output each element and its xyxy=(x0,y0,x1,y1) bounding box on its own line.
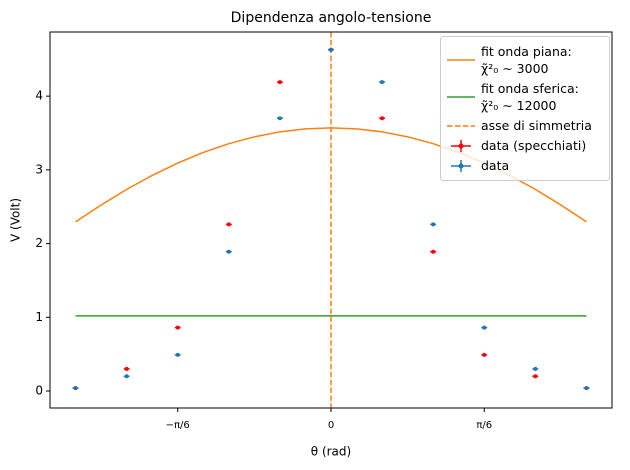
marker xyxy=(175,352,180,357)
x-tick-label: −π/6 xyxy=(166,420,190,431)
marker xyxy=(482,352,487,357)
data-point xyxy=(379,80,386,85)
legend-handle xyxy=(447,59,475,61)
legend-label: fit onda sferica: χ̃²₀ ∼ 12000 xyxy=(481,81,579,113)
data-point xyxy=(72,386,79,391)
data-point xyxy=(225,222,232,227)
y-tick-label: 3 xyxy=(35,162,43,176)
marker xyxy=(380,116,385,121)
legend-handle xyxy=(451,139,471,152)
data-point xyxy=(430,249,437,254)
marker xyxy=(277,80,282,85)
marker xyxy=(226,222,231,227)
legend-entry: fit onda sferica: χ̃²₀ ∼ 12000 xyxy=(441,80,609,114)
marker xyxy=(533,374,538,379)
marker xyxy=(175,325,180,330)
marker xyxy=(73,386,78,391)
data-point xyxy=(583,386,590,391)
y-tick-label: 4 xyxy=(35,89,43,103)
data-point xyxy=(481,352,488,357)
data-point xyxy=(123,366,130,371)
data-point xyxy=(225,249,232,254)
marker xyxy=(124,366,129,371)
marker xyxy=(584,386,589,391)
data-point xyxy=(174,325,181,330)
legend: fit onda piana: χ̃²₀ ∼ 3000 fit onda sfer… xyxy=(440,36,610,181)
marker xyxy=(226,249,231,254)
x-tick-label: 0 xyxy=(328,420,334,431)
data-point xyxy=(276,116,283,121)
plot-frame xyxy=(49,31,613,409)
x-tick-label: π/6 xyxy=(476,420,492,431)
legend-marker xyxy=(458,163,464,168)
data-point xyxy=(328,47,334,52)
legend-marker xyxy=(458,143,464,148)
data-point xyxy=(430,222,437,227)
y-tick-label: 0 xyxy=(35,384,43,398)
y-axis-label: V (Volt) xyxy=(9,198,23,242)
x-axis-label: θ (rad) xyxy=(311,445,351,459)
legend-handle xyxy=(451,159,471,172)
legend-label: data (specchiati) xyxy=(481,138,587,153)
y-tick-label: 1 xyxy=(35,310,43,324)
marker xyxy=(329,47,333,52)
marker xyxy=(277,116,282,121)
data-point xyxy=(123,374,130,379)
data-point xyxy=(174,352,181,357)
chart-title: Dipendenza angolo-tensione xyxy=(231,10,432,26)
data-point xyxy=(481,325,488,330)
data-point xyxy=(532,366,539,371)
marker xyxy=(124,374,129,379)
marker xyxy=(431,249,436,254)
legend-label: asse di simmetria xyxy=(481,118,592,133)
marker xyxy=(431,222,436,227)
legend-handle xyxy=(447,96,475,98)
marker xyxy=(380,80,385,85)
legend-entry: asse di simmetria xyxy=(441,117,609,134)
legend-entry: data xyxy=(441,157,609,174)
y-tick-label: 2 xyxy=(35,236,43,250)
marker xyxy=(533,366,538,371)
legend-entry: fit onda piana: χ̃²₀ ∼ 3000 xyxy=(441,43,609,77)
data-point xyxy=(532,374,539,379)
marker xyxy=(482,325,487,330)
legend-handle xyxy=(447,124,475,127)
data-point xyxy=(276,80,283,85)
legend-entry: data (specchiati) xyxy=(441,137,609,154)
legend-label: data xyxy=(481,158,510,173)
legend-label: fit onda piana: χ̃²₀ ∼ 3000 xyxy=(481,44,572,76)
data-point xyxy=(379,116,386,121)
